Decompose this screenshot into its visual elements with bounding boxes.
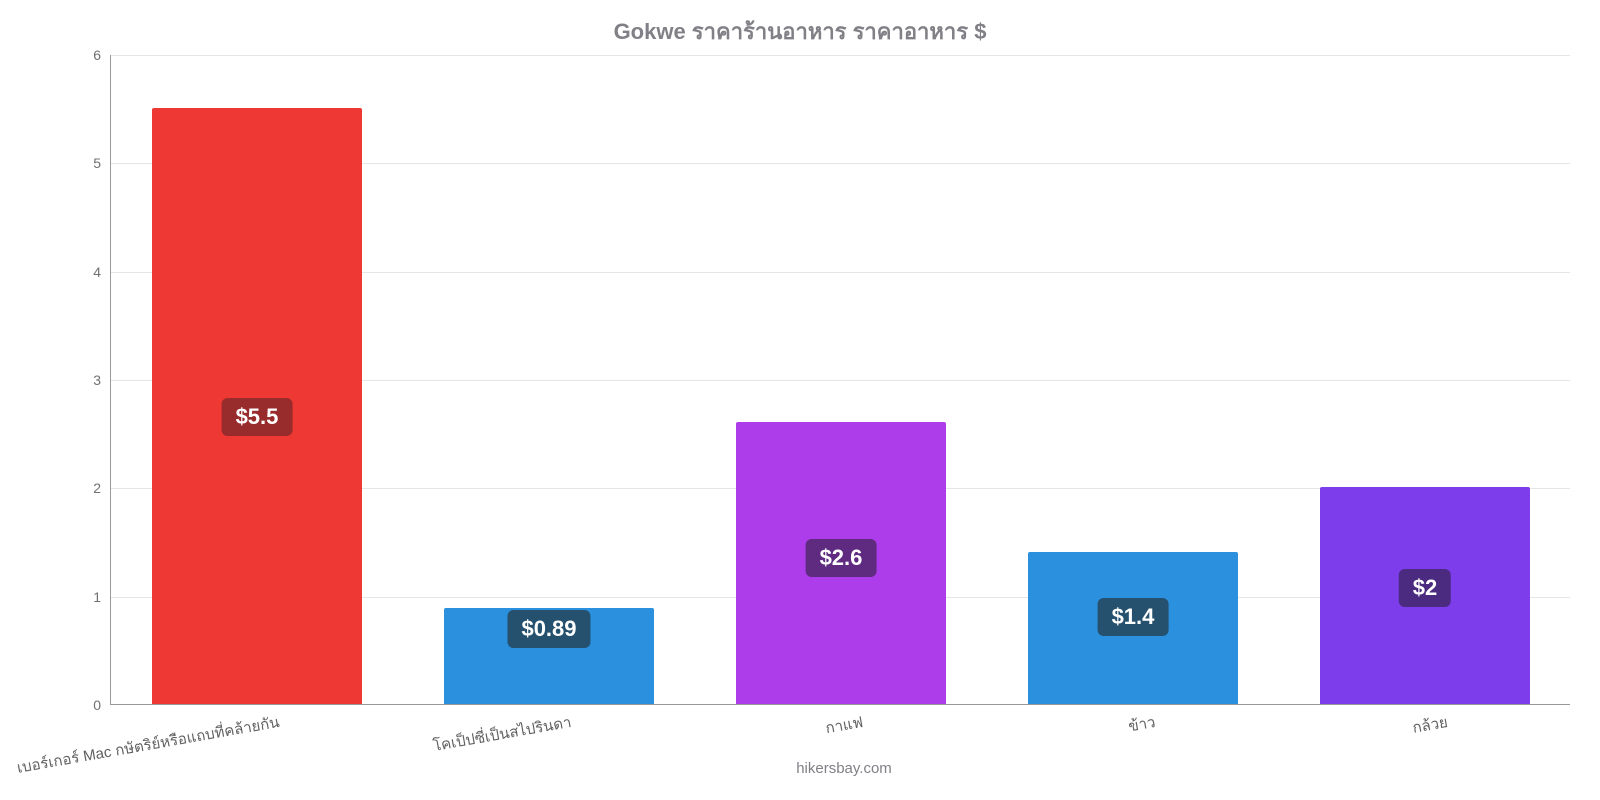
bar-value-label: $0.89 — [507, 610, 590, 648]
x-tick-label: เบอร์เกอร์ Mac กษัตริย์หรือแถบที่คล้ายกั… — [15, 710, 281, 780]
y-tick-label: 2 — [93, 480, 111, 496]
bar-value-label: $2 — [1399, 569, 1451, 607]
x-tick-label: กล้วย — [1410, 710, 1449, 740]
bar: $5.5 — [152, 108, 362, 704]
bar: $2 — [1320, 487, 1530, 704]
y-tick-label: 5 — [93, 155, 111, 171]
gridline — [111, 55, 1570, 56]
x-tick-label: กาแฟ — [824, 710, 865, 740]
bar-value-label: $1.4 — [1098, 598, 1169, 636]
bar: $1.4 — [1028, 552, 1238, 704]
price-bar-chart: Gokwe ราคาร้านอาหาร ราคาอาหาร $ 0123456$… — [0, 0, 1600, 800]
bar: $0.89 — [444, 608, 654, 704]
y-tick-label: 0 — [93, 697, 111, 713]
y-tick-label: 4 — [93, 264, 111, 280]
bar-value-label: $5.5 — [222, 398, 293, 436]
y-tick-label: 6 — [93, 47, 111, 63]
y-tick-label: 3 — [93, 372, 111, 388]
x-tick-label: โคเป็ปซี่เป็นสไปรินดา — [431, 710, 573, 758]
plot-area: 0123456$5.5เบอร์เกอร์ Mac กษัตริย์หรือแถ… — [110, 55, 1570, 705]
y-tick-label: 1 — [93, 589, 111, 605]
attribution-text: hikersbay.com — [796, 760, 892, 777]
bar-value-label: $2.6 — [806, 539, 877, 577]
x-tick-label: ข้าว — [1126, 710, 1157, 738]
chart-title: Gokwe ราคาร้านอาหาร ราคาอาหาร $ — [0, 0, 1600, 49]
bar: $2.6 — [736, 422, 946, 704]
